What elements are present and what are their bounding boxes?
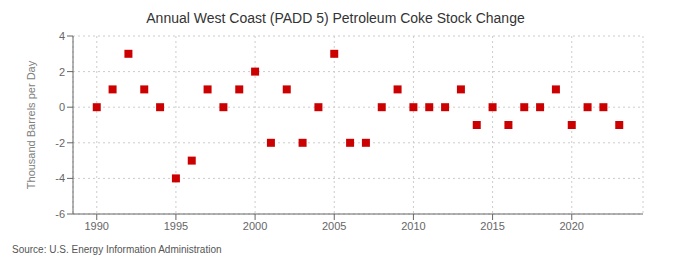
svg-text:4: 4: [59, 30, 65, 42]
svg-text:2: 2: [59, 66, 65, 78]
svg-text:2010: 2010: [401, 220, 425, 232]
svg-text:2020: 2020: [560, 220, 584, 232]
html-text:Source: U.S. Energy Informatio: Source: U.S. Energy Information Administ…: [12, 244, 222, 255]
svg-text:-4: -4: [55, 172, 65, 184]
svg-text:-6: -6: [55, 208, 65, 220]
svg-text:-2: -2: [55, 137, 65, 149]
svg-text:1990: 1990: [85, 220, 109, 232]
svg-text:1995: 1995: [164, 220, 188, 232]
svg-text:2015: 2015: [480, 220, 504, 232]
svg-text:0: 0: [59, 101, 65, 113]
svg-text:Thousand Barrels per Day: Thousand Barrels per Day: [25, 60, 37, 189]
svg-text:2000: 2000: [243, 220, 267, 232]
html-text:Annual West Coast (PADD 5) Pet: Annual West Coast (PADD 5) Petroleum Cok…: [146, 10, 525, 26]
svg-text:2005: 2005: [322, 220, 346, 232]
